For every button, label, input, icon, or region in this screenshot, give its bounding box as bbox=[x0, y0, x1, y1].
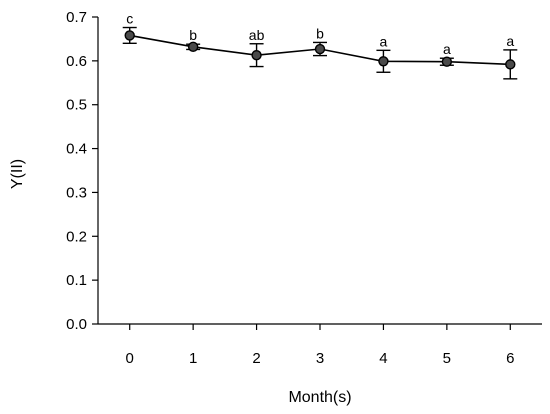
data-point bbox=[314, 43, 326, 55]
y-tick-label: 0.3 bbox=[66, 184, 87, 201]
significance-label: b bbox=[189, 27, 197, 43]
significance-label: a bbox=[506, 33, 514, 49]
significance-label: c bbox=[126, 11, 133, 27]
data-point bbox=[378, 56, 389, 67]
x-tick-label: 6 bbox=[506, 350, 514, 367]
data-point bbox=[251, 49, 262, 61]
y-tick-label: 0.1 bbox=[66, 272, 87, 289]
significance-label: a bbox=[380, 33, 388, 49]
significance-label: b bbox=[316, 25, 324, 41]
x-tick-label: 2 bbox=[252, 350, 260, 367]
x-tick-label: 0 bbox=[126, 350, 134, 367]
y-tick-label: 0.2 bbox=[66, 228, 87, 245]
y-axis-title: Y(II) bbox=[9, 159, 26, 189]
significance-label: a bbox=[443, 41, 451, 57]
x-tick-label: 4 bbox=[379, 350, 387, 367]
series: c b ab b a a a bbox=[122, 11, 518, 80]
x-tick-label: 5 bbox=[443, 350, 451, 367]
y-tick-label: 0.6 bbox=[66, 53, 87, 70]
significance-label: ab bbox=[249, 27, 265, 43]
data-point bbox=[124, 30, 135, 41]
data-point bbox=[505, 59, 516, 70]
data-point bbox=[441, 56, 453, 67]
y-tick-label: 0.4 bbox=[66, 141, 87, 158]
data-point bbox=[187, 41, 199, 53]
y-axis: 0.0 0.1 0.2 0.3 0.4 0.5 0.6 0.7 bbox=[66, 9, 99, 333]
x-tick-label: 1 bbox=[189, 350, 197, 367]
x-axis: 0 1 2 3 4 5 6 bbox=[98, 323, 542, 367]
x-tick-label: 3 bbox=[316, 350, 324, 367]
y-tick-label: 0.0 bbox=[66, 316, 87, 333]
x-axis-title: Month(s) bbox=[288, 389, 351, 406]
y-tick-label: 0.7 bbox=[66, 9, 87, 26]
y-tick-label: 0.5 bbox=[66, 97, 87, 114]
